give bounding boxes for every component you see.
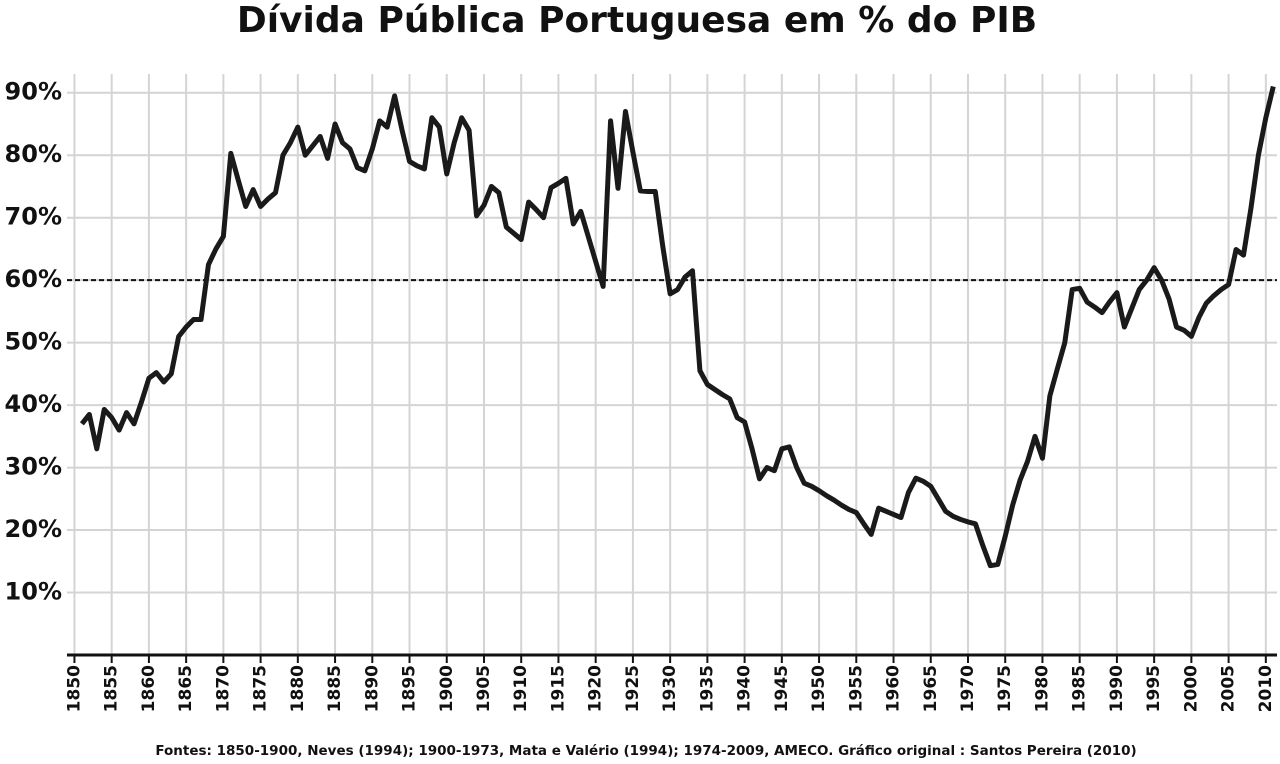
- y-tick-label: 30%: [5, 453, 62, 481]
- x-tick-label: 1860: [139, 665, 159, 712]
- x-tick-label: 1900: [437, 665, 457, 712]
- x-tick-label: 1990: [1107, 665, 1127, 712]
- x-tick-label: 1930: [660, 665, 680, 712]
- y-tick-label: 70%: [5, 203, 62, 231]
- y-tick-label: 80%: [5, 140, 62, 168]
- x-tick-label: 1995: [1144, 665, 1164, 712]
- x-tick-label: 1880: [288, 665, 308, 712]
- x-tick-label: 1950: [809, 665, 829, 712]
- x-tick-label: 1965: [921, 665, 941, 712]
- x-tick-label: 1920: [586, 665, 606, 712]
- chart-title: Dívida Pública Portuguesa em % do PIB: [237, 0, 1037, 41]
- x-tick-label: 2000: [1181, 665, 1201, 712]
- y-tick-label: 90%: [5, 78, 62, 106]
- source-note: Fontes: 1850-1900, Neves (1994); 1900-19…: [155, 743, 1136, 759]
- data-line: [79, 85, 1276, 569]
- x-tick-label: 1955: [846, 665, 866, 712]
- x-tick-label: 1850: [64, 665, 84, 712]
- x-tick-label: 1890: [362, 665, 382, 712]
- x-tick-label: 1885: [325, 665, 345, 712]
- x-tick-label: 1975: [995, 665, 1015, 712]
- x-tick-label: 1940: [735, 665, 755, 712]
- y-tick-label: 60%: [5, 265, 62, 293]
- x-tick-label: 1895: [400, 665, 420, 712]
- x-tick-label: 1960: [884, 665, 904, 712]
- y-tick-label: 40%: [5, 390, 62, 418]
- x-tick-label: 1945: [772, 665, 792, 712]
- y-tick-label: 50%: [5, 328, 62, 356]
- x-tick-label: 1910: [511, 665, 531, 712]
- x-tick-label: 1905: [474, 665, 494, 712]
- x-tick-label: 2005: [1219, 665, 1239, 712]
- x-tick-label: 1980: [1032, 665, 1052, 712]
- x-tick-label: 1870: [213, 665, 233, 712]
- y-tick-label: 20%: [5, 515, 62, 543]
- x-tick-label: 1925: [623, 665, 643, 712]
- x-tick-label: 1985: [1070, 665, 1090, 712]
- x-tick-label: 1865: [176, 665, 196, 712]
- x-tick-label: 1855: [102, 665, 122, 712]
- x-tick-label: 2010: [1256, 665, 1276, 712]
- x-tick-label: 1875: [251, 665, 271, 712]
- x-tick-label: 1915: [548, 665, 568, 712]
- x-tick-label: 1970: [958, 665, 978, 712]
- x-tick-label: 1935: [697, 665, 717, 712]
- y-tick-label: 10%: [5, 578, 62, 606]
